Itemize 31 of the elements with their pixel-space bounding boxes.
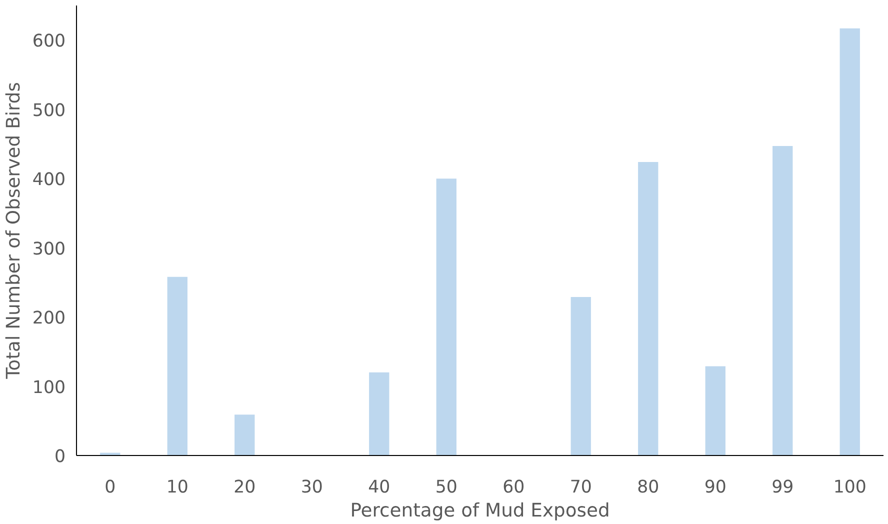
x-axis-title: Percentage of Mud Exposed: [350, 500, 610, 522]
x-tick-label: 30: [300, 478, 323, 498]
bar: [840, 28, 860, 456]
bar: [100, 452, 120, 456]
bar: [772, 146, 793, 456]
x-tick-label: 90: [704, 478, 726, 498]
x-tick-label: 20: [234, 478, 256, 498]
x-tick-label: 100: [833, 478, 866, 498]
bar: [234, 414, 255, 456]
y-tick-label: 600: [32, 32, 66, 52]
y-tick-label: 500: [32, 100, 66, 121]
bar: [638, 162, 658, 456]
x-tick-label: 40: [368, 478, 390, 498]
bar: [705, 366, 726, 456]
x-tick-label: 99: [772, 478, 794, 498]
y-tick-label: 400: [32, 170, 66, 190]
x-tick-label: 80: [637, 478, 660, 498]
bar: [369, 372, 390, 456]
y-tick-label: 200: [32, 308, 66, 329]
y-axis-title: Total Number of Observed Birds: [3, 82, 24, 380]
y-tick-label: 0: [54, 447, 66, 467]
bar: [436, 178, 456, 456]
bar: [570, 296, 591, 456]
x-tick-label: 10: [166, 478, 188, 498]
y-tick-label: 300: [32, 239, 66, 260]
bar: [167, 276, 188, 456]
y-tick-label: 100: [32, 378, 66, 398]
x-tick-label: 60: [502, 478, 525, 498]
x-tick-label: 70: [570, 478, 592, 498]
x-tick-label: 0: [104, 478, 116, 498]
x-tick-label: 50: [435, 478, 458, 498]
